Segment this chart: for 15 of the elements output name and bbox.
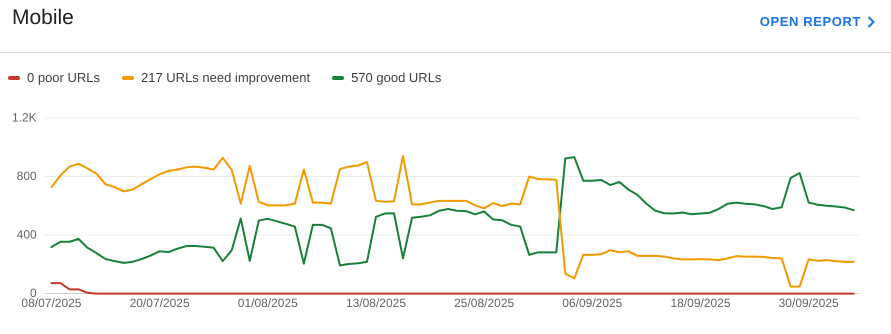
legend-label: 217 URLs need improvement (140, 70, 310, 85)
x-tick-label: 13/08/2025 (346, 296, 406, 310)
y-tick-label: 400 (16, 227, 37, 242)
legend-label: 0 poor URLs (27, 70, 100, 85)
x-tick-label: 18/09/2025 (670, 296, 731, 310)
y-tick-label: 800 (16, 168, 37, 183)
x-tick-label: 01/08/2025 (238, 296, 298, 310)
chart-title: Mobile (12, 6, 74, 30)
x-tick-label: 20/07/2025 (130, 296, 190, 310)
text: OPEN REPORT (760, 14, 861, 29)
x-tick-label: 06/09/2025 (562, 296, 623, 310)
legend-label: 570 good URLs (351, 70, 442, 85)
x-tick-label: 25/08/2025 (454, 296, 514, 310)
y-tick-label: 1.2K (12, 110, 37, 124)
x-tick-label: 30/09/2025 (778, 296, 840, 310)
